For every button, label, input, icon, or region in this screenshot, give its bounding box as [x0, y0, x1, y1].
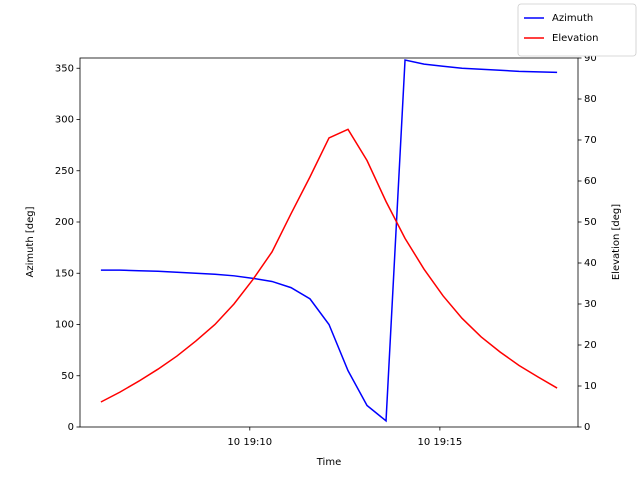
y-tick-label: 0 — [68, 422, 74, 433]
y2-tick-label: 50 — [584, 217, 597, 228]
y2-tick-label: 30 — [584, 299, 597, 310]
series-line — [100, 128, 558, 403]
y-tick-label: 150 — [55, 268, 74, 279]
x-tick-label: 10 19:10 — [227, 437, 272, 448]
y-tick-label: 250 — [55, 166, 74, 177]
legend-box — [517, 3, 637, 57]
y2-tick-label: 0 — [584, 422, 590, 433]
y2-tick-label: 60 — [584, 176, 597, 187]
y2-tick-label: 70 — [584, 135, 597, 146]
y-tick-label: 200 — [55, 217, 74, 228]
y-tick-label: 300 — [55, 115, 74, 126]
y2-tick-label: 80 — [584, 94, 597, 105]
y-tick-label: 50 — [61, 371, 74, 382]
plot-frame — [79, 57, 579, 428]
series-line — [100, 59, 558, 423]
y-tick-label: 350 — [55, 63, 74, 74]
legend-label: Azimuth — [552, 13, 593, 24]
x-tick-label: 10 19:15 — [418, 437, 463, 448]
y2-tick-label: 90 — [584, 53, 597, 64]
y2-tick-label: 10 — [584, 381, 597, 392]
y2-axis-label: Elevation [deg] — [611, 204, 622, 280]
y2-tick-label: 40 — [584, 258, 597, 269]
x-axis-label: Time — [316, 457, 341, 468]
y-tick-label: 100 — [55, 320, 74, 331]
y2-tick-label: 20 — [584, 340, 597, 351]
y-axis-label: Azimuth [deg] — [25, 206, 36, 277]
legend-label: Elevation — [552, 33, 598, 44]
